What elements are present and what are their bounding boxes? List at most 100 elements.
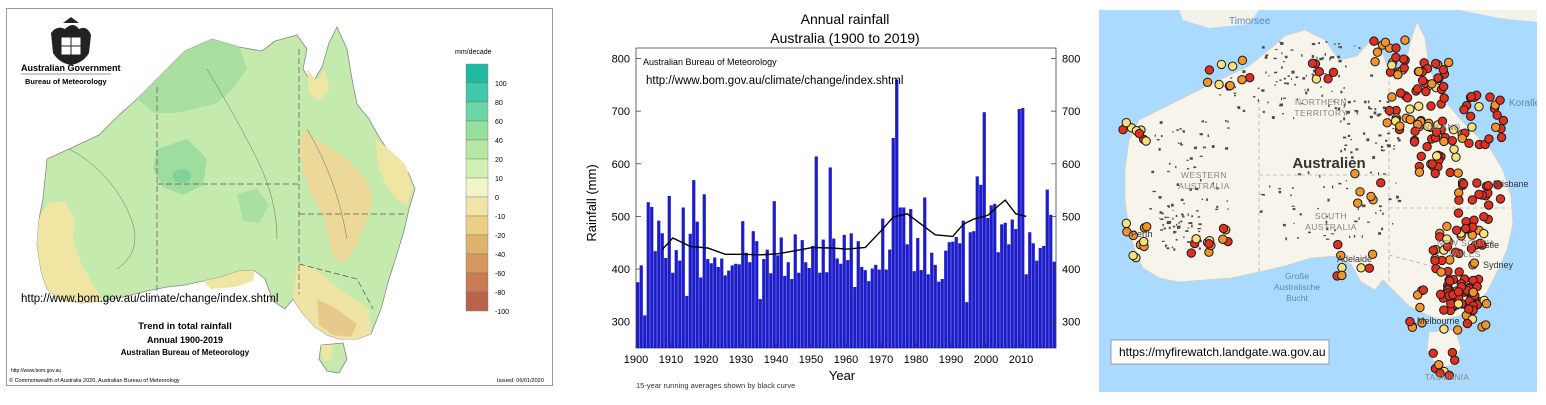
rainfall-bar: [870, 268, 874, 348]
burn-scar: [1343, 103, 1346, 107]
burn-scar: [1287, 75, 1290, 77]
burn-scar: [1281, 52, 1283, 55]
burn-scar: [1188, 222, 1191, 224]
map-footer-url: http://www.bom.gov.au: [11, 368, 61, 374]
fire-hotspot: [1466, 91, 1476, 102]
burn-scar: [1279, 79, 1282, 81]
burn-scar: [1321, 94, 1324, 97]
burn-scar: [1304, 89, 1306, 91]
rainfall-bar: [832, 238, 836, 348]
burn-scar: [1182, 130, 1185, 133]
rainfall-bar: [846, 260, 850, 348]
y-tick-label: 300: [612, 317, 630, 329]
fire-hotspot: [1121, 117, 1131, 128]
fire-hotspot: [1439, 305, 1449, 315]
rainfall-bar: [972, 231, 976, 348]
burn-scar: [1283, 77, 1286, 80]
burn-scar: [1325, 220, 1328, 224]
burn-scar: [1230, 77, 1232, 79]
burn-scar: [1166, 247, 1170, 250]
rainfall-bar: [961, 220, 965, 348]
burn-scar: [1163, 227, 1166, 230]
rainfall-bar: [835, 258, 839, 348]
rainfall-bar: [790, 279, 794, 348]
burn-scar: [1187, 213, 1189, 217]
rainfall-bar: [713, 257, 717, 348]
burn-scar: [1338, 74, 1340, 78]
rainfall-bar: [989, 205, 993, 348]
burn-scar: [1211, 145, 1215, 148]
burn-scar: [1340, 149, 1343, 153]
fire-hotspots: [1118, 35, 1509, 381]
rainfall-bar: [993, 203, 997, 348]
rainfall-bar: [639, 265, 643, 348]
burn-scar: [1183, 202, 1185, 205]
y-tick-label: 800: [612, 54, 630, 66]
burn-scar: [1186, 241, 1191, 243]
label-country: Australien: [1292, 155, 1365, 172]
fire-hotspot: [1448, 125, 1459, 135]
fire-hotspot: [1128, 250, 1138, 261]
burn-scar: [1350, 151, 1353, 154]
rainfall-bar: [1049, 214, 1053, 348]
burn-scar: [1299, 213, 1302, 216]
fire-hotspot: [1400, 35, 1410, 45]
fire-hotspot: [1430, 255, 1440, 266]
burn-scar: [1395, 182, 1397, 184]
legend-label: -100: [495, 309, 509, 316]
fire-hotspot: [1475, 238, 1485, 248]
burn-scar: [1175, 214, 1178, 217]
burn-scar: [1301, 103, 1304, 105]
y-axis: 300 300 400 400 500 500 600 600 700 700 800 800: [612, 54, 1081, 329]
burn-scar: [1275, 48, 1278, 51]
rainfall-bar: [702, 194, 706, 348]
map-issued: Issued: 06/01/2020: [497, 378, 544, 384]
burn-scar: [1290, 49, 1294, 51]
y-tick-label-right: 700: [1062, 106, 1080, 118]
burn-scar: [1331, 90, 1333, 93]
fire-hotspot: [1366, 191, 1376, 202]
rainfall-bar: [937, 281, 941, 348]
burn-scar: [1364, 100, 1367, 104]
rainfall-bar: [996, 252, 1000, 348]
burn-scar: [1324, 53, 1327, 56]
fire-hotspot: [1214, 79, 1224, 90]
fire-hotspot: [1481, 299, 1492, 309]
fire-hotspot: [1427, 79, 1437, 89]
x-tick-label: 1940: [764, 354, 788, 366]
australia-landmass: [1124, 20, 1514, 321]
legend-swatch: [465, 101, 489, 122]
fire-hotspot: [1436, 267, 1446, 277]
burn-scar: [1350, 138, 1353, 141]
burn-scar: [1311, 55, 1315, 58]
fire-hotspot: [1337, 270, 1347, 281]
burn-scar: [1379, 209, 1382, 212]
rainfall-bar: [1024, 274, 1028, 348]
fire-hotspot: [1355, 187, 1365, 197]
burn-scar: [1393, 148, 1395, 150]
fire-hotspot: [1405, 104, 1415, 114]
fire-hotspot: [1405, 114, 1415, 125]
burn-scar: [1152, 190, 1156, 193]
burn-scar: [1161, 212, 1164, 215]
fire-hotspot: [1459, 104, 1469, 115]
burn-scar: [1151, 170, 1155, 174]
fire-hotspot: [1464, 304, 1474, 314]
fire-map-svg: Timorsee Koralle NORTHERN TERRITORY ENSL…: [1099, 10, 1537, 392]
rainfall-bar: [828, 167, 832, 348]
burn-scar: [1305, 91, 1308, 95]
burn-scar: [1363, 132, 1366, 135]
rainfall-bar: [909, 209, 913, 348]
burn-scar: [1261, 89, 1265, 92]
label-koralle: Koralle: [1509, 98, 1537, 109]
burn-scar: [1169, 220, 1172, 224]
rainfall-bar: [706, 259, 710, 348]
burn-scar: [1159, 217, 1161, 219]
burn-scar: [1257, 87, 1260, 89]
rainfall-bar: [1000, 224, 1004, 348]
burn-scar: [1215, 208, 1219, 211]
burn-scar: [1330, 233, 1335, 235]
burn-scar: [1278, 188, 1281, 190]
rainfall-bar: [1007, 244, 1011, 348]
fire-hotspot: [1387, 60, 1397, 70]
